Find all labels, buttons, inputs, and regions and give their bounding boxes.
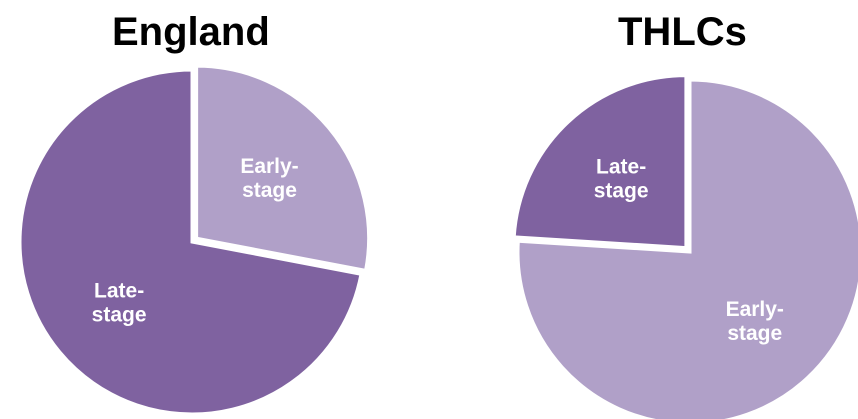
- slice-label-thlcs-0-line-1: stage: [727, 322, 782, 345]
- pie-slice-thlcs-0: [516, 78, 858, 419]
- chart-title-england: England: [112, 10, 270, 54]
- slice-label-thlcs-1-line-0: Late-: [596, 156, 646, 179]
- pie-slice-england-1: [18, 68, 363, 416]
- slice-label-england-0-line-0: Early-: [240, 155, 298, 178]
- slice-label-thlcs-0-line-0: Early-: [726, 298, 784, 321]
- slice-label-england-0-line-1: stage: [242, 179, 297, 202]
- pie-slice-england-0: [195, 64, 371, 273]
- slice-label-england-1-line-0: Late-: [94, 279, 144, 302]
- chart-title-thlcs: THLCs: [618, 10, 747, 54]
- pie-slice-thlcs-1: [512, 74, 688, 250]
- slice-label-thlcs-1-line-1: stage: [594, 180, 649, 203]
- slice-label-england-1-line-1: stage: [92, 303, 147, 326]
